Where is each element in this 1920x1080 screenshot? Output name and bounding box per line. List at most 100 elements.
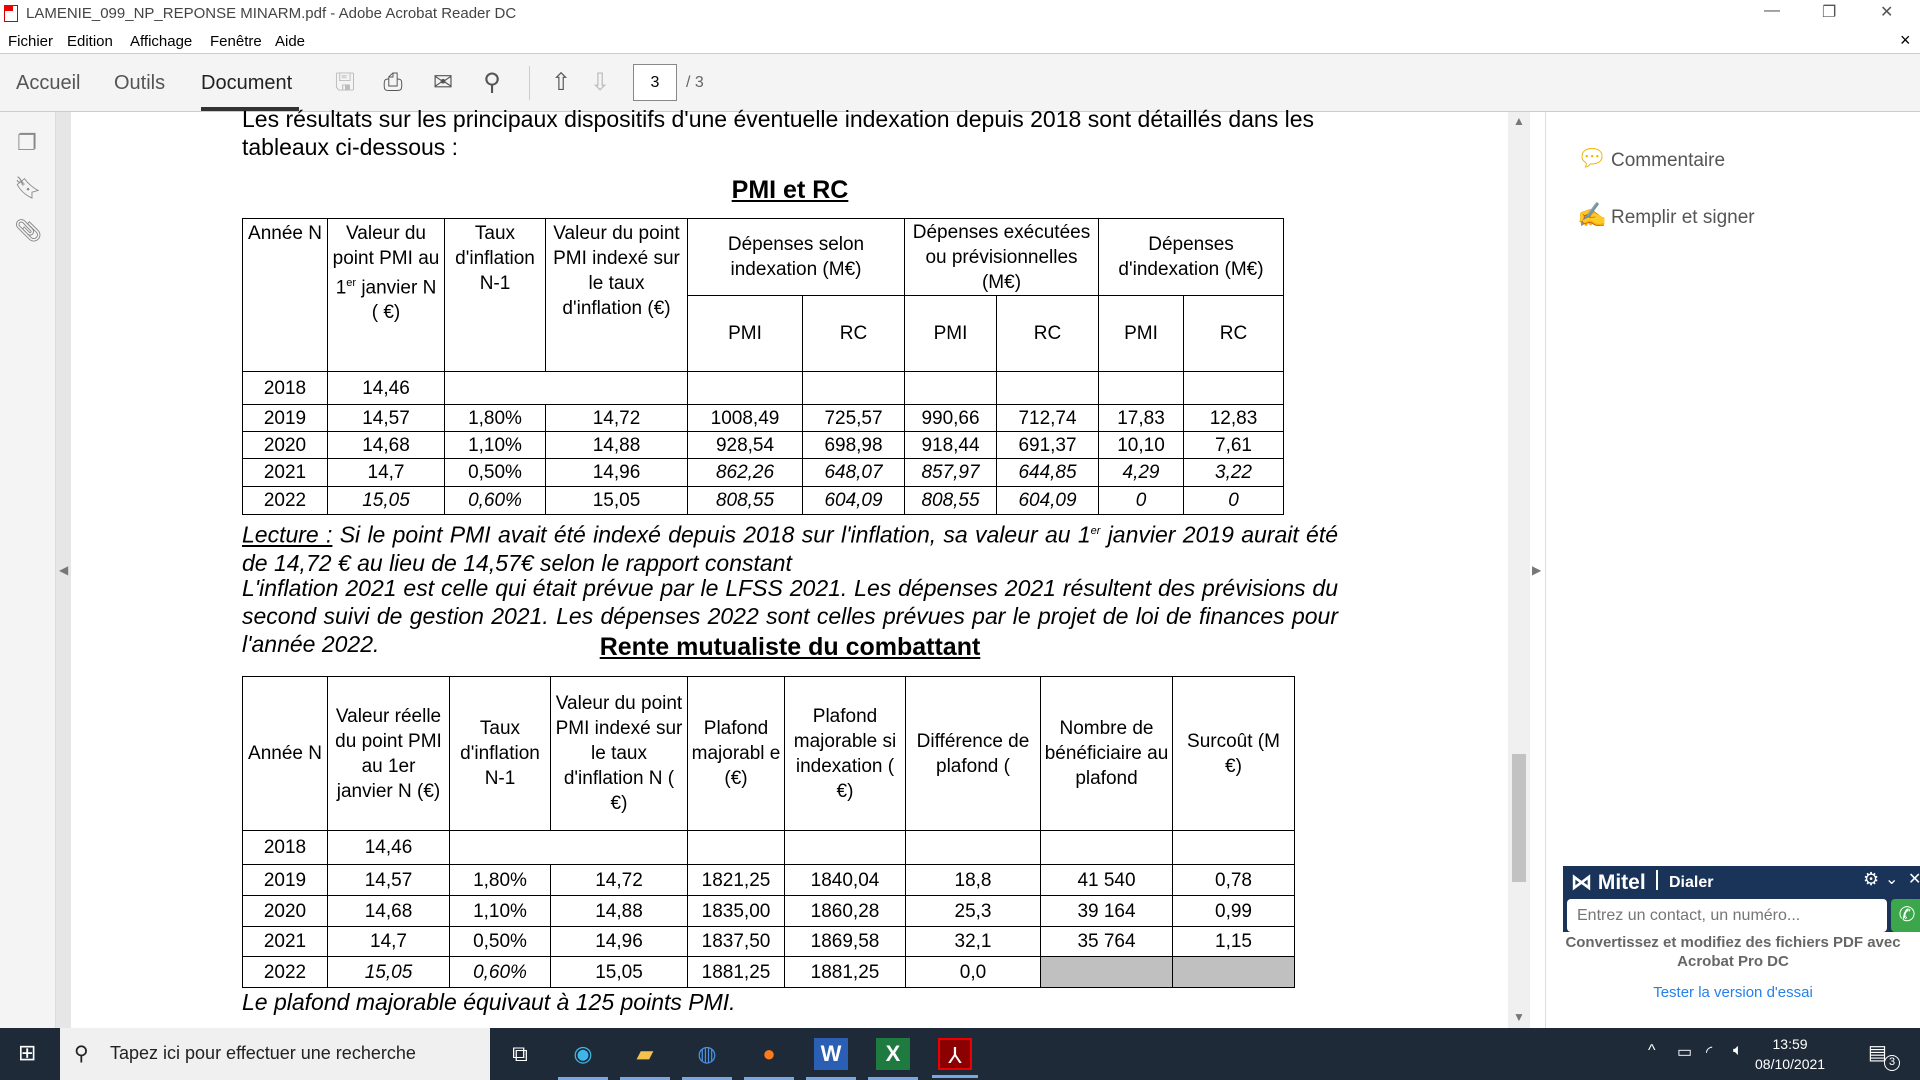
table-cell: 15,05 [327,486,445,515]
table-pmi-rc: Année N Valeur du point PMI au 1er janvi… [242,218,1285,515]
close-icon[interactable]: ✕ [1908,871,1920,888]
header-text: janvier N ( €) [356,277,437,324]
attachment-icon[interactable]: 📎︎ [14,218,42,243]
search-icon[interactable]: ⚲ [483,69,501,96]
table-row: 2019 14,57 1,80% 14,72 1821,25 1840,04 18,8 41 … [242,864,1295,896]
superscript: er [346,277,357,289]
table-cell: 1869,58 [784,926,906,957]
table-cell: 1881,25 [784,956,906,988]
table-cell [1098,371,1184,405]
table-cell: 725,57 [802,404,905,432]
collapse-right-arrow-icon[interactable]: ▶ [1532,563,1542,577]
tool-commentaire[interactable]: 💬︎ Commentaire [1577,144,1725,173]
trial-link[interactable]: Tester la version d'essai [1653,984,1813,1001]
print-icon[interactable]: ⎙ [383,69,403,96]
title-bar: LAMENIE_099_NP_REPONSE MINARM.pdf - Adob… [0,0,1920,27]
fill-sign-icon: ✍ [1577,202,1607,229]
table-cell: 35 764 [1040,926,1173,957]
table-cell: 14,68 [327,431,445,459]
collapse-left-arrow-icon[interactable]: ◀ [59,563,69,577]
promo-text: Convertissez et modifiez des fichiers PD… [1565,934,1901,970]
task-view-icon[interactable]: ⧉ [512,1041,528,1066]
table-cell [802,371,905,405]
show-hidden-icons[interactable]: ^ [1648,1042,1656,1059]
table-cell: 14,46 [327,830,450,865]
tool-remplir-signer[interactable]: ✍ Remplir et signer [1577,201,1755,230]
scroll-down-arrow-icon[interactable]: ▼ [1513,1010,1525,1024]
table-cell: 1,10% [449,895,551,927]
comment-icon: 💬︎ [1577,145,1608,172]
header-depenses-executees: Dépenses exécutées ou prévisionnelles (M… [904,218,1099,296]
date: 08/10/2021 [1755,1056,1826,1072]
header-col-4: Plafond majorabl e (€) [687,676,785,831]
call-button[interactable]: ✆ [1891,899,1920,932]
tab-document[interactable]: Document [201,72,293,94]
intro-text: Les résultats sur les principaux disposi… [242,106,1314,160]
plafond-footnote: Le plafond majorable équivaut à 125 poin… [242,989,736,1015]
menu-aide[interactable]: Aide [275,33,306,50]
table-cell: 14,72 [545,404,688,432]
menu-fenetre[interactable]: Fenêtre [210,33,262,50]
scroll-up-arrow-icon[interactable]: ▲ [1513,114,1525,128]
table-cell: 10,10 [1098,431,1184,459]
page-total: / 3 [686,74,704,91]
tab-accueil[interactable]: Accueil [16,72,81,94]
mitel-logo: ⋈ Mitel [1571,871,1646,894]
table-row: 2022 15,05 0,60% 15,05 1881,25 1881,25 0,0 [242,956,1295,988]
menu-fichier[interactable]: Fichier [8,33,54,50]
vertical-scrollbar[interactable]: ▲ ▼ [1508,112,1530,1028]
clock[interactable]: 13:59 08/10/2021 [1755,1034,1825,1074]
restore-button[interactable]: ❐ [1822,4,1837,21]
acrobat-file-icon [4,5,18,22]
tab-outils[interactable]: Outils [114,72,166,94]
table-cell: 15,05 [327,956,450,988]
table-cell: 25,3 [905,895,1041,927]
table-cell [687,371,803,405]
mail-icon[interactable]: ✉ [432,69,454,96]
table-cell: 862,26 [687,458,803,487]
taskbar-search[interactable]: ⚲ Tapez ici pour effectuer une recherche [60,1028,490,1080]
minimize-button[interactable]: — [1764,2,1780,19]
contact-search-input[interactable] [1567,899,1887,932]
dialer-title: Dialer [1669,874,1714,891]
page-number-input[interactable]: 3 [633,64,677,101]
table-cell: 1,80% [449,864,551,896]
notifications-icon[interactable]: ▤ [1868,1042,1887,1064]
menu-bar: Fichier Edition Affichage Fenêtre Aide × [0,27,1920,54]
file-explorer-icon[interactable]: ▰ [620,1038,670,1080]
table-cell: 2022 [242,486,328,515]
tool-label: Commentaire [1611,150,1726,171]
bookmark-icon[interactable]: 🔖︎ [14,175,42,200]
table-cell: 2018 [242,371,328,405]
header-valeur-indexe: Valeur du point PMI indexé sur le taux d… [545,218,688,372]
word-icon[interactable]: W [806,1038,856,1080]
volume-icon[interactable]: 🔈︎ [1733,1042,1743,1059]
close-document-button[interactable]: × [1900,30,1911,50]
edge-icon[interactable]: ◉ [558,1038,608,1080]
page-down-icon[interactable]: ⇩ [589,69,611,96]
menu-edition[interactable]: Edition [67,33,113,50]
settings-icon[interactable]: ⚙ [1863,869,1880,889]
save-icon[interactable]: 🖫 [334,69,356,96]
table-cell: 604,09 [802,486,905,515]
table-cell: 808,55 [904,486,997,515]
page-up-icon[interactable]: ⇧ [550,69,572,96]
table-cell [1040,830,1173,865]
menu-affichage[interactable]: Affichage [130,33,193,50]
table-cell: 12,83 [1182,404,1285,432]
scrollbar-thumb[interactable] [1512,754,1526,882]
table-cell: 990,66 [904,404,997,432]
acrobat-icon[interactable]: ⅄ [932,1038,978,1078]
table-cell: 698,98 [802,431,905,459]
close-button[interactable]: ✕ [1880,4,1894,21]
chevron-down-icon[interactable]: ⌄ [1885,871,1899,888]
start-button[interactable]: ⊞ [18,1040,37,1065]
firefox-icon[interactable]: ● [744,1038,794,1080]
page-thumbnails-icon[interactable]: ❐ [17,130,37,155]
subheader-pmi: PMI [904,295,997,372]
battery-icon[interactable]: ▭ [1677,1044,1693,1061]
wifi-icon[interactable]: ◜ [1706,1044,1713,1061]
outlook-icon[interactable]: ◍ [682,1038,732,1080]
table-cell: 14,57 [327,864,450,896]
excel-icon[interactable]: X [868,1038,918,1080]
